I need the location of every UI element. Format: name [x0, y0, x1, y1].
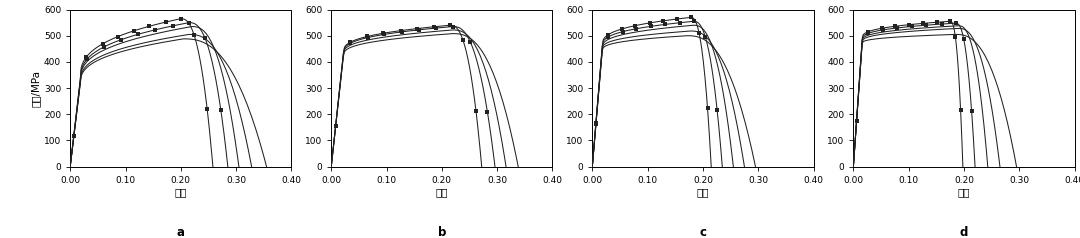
Text: a: a: [177, 226, 185, 238]
Text: b: b: [437, 226, 446, 238]
X-axis label: 应变: 应变: [175, 187, 187, 197]
Text: d: d: [960, 226, 968, 238]
X-axis label: 应变: 应变: [435, 187, 448, 197]
X-axis label: 应变: 应变: [697, 187, 710, 197]
Text: c: c: [700, 226, 706, 238]
Y-axis label: 应力/MPa: 应力/MPa: [31, 69, 41, 107]
X-axis label: 应变: 应变: [958, 187, 970, 197]
